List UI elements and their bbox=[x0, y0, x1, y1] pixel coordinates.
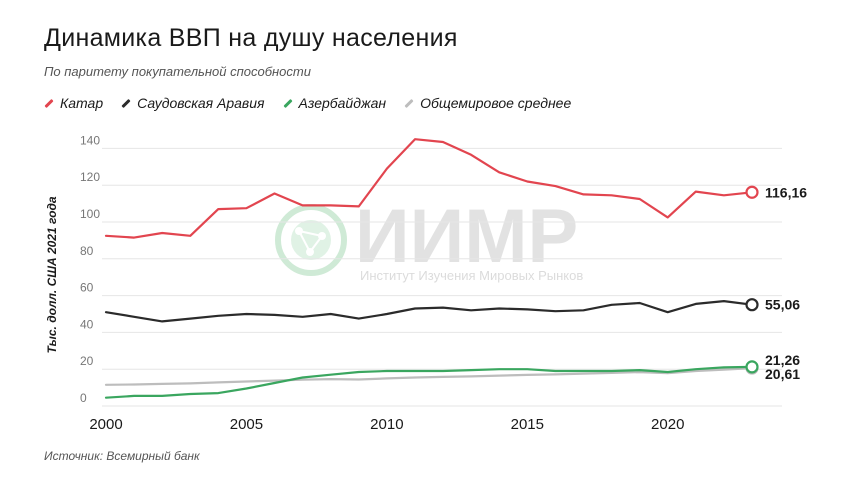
series-end-label-1: 55,06 bbox=[765, 297, 800, 313]
y-tick-label: 100 bbox=[80, 207, 100, 221]
x-tick-label: 2010 bbox=[370, 416, 403, 433]
watermark-subtext: Институт Изучения Мировых Рынков bbox=[360, 268, 583, 283]
legend-label-world: Общемировое среднее bbox=[420, 95, 572, 111]
grid bbox=[102, 147, 782, 407]
chart-legend: Катар Саудовская Аравия Азербайджан Обще… bbox=[44, 95, 571, 111]
series-end-label-3: 20,61 bbox=[765, 366, 800, 382]
legend-label-azerbaijan: Азербайджан bbox=[298, 95, 387, 111]
y-tick-label: 60 bbox=[80, 281, 94, 295]
watermark: ИИМР Институт Изучения Мировых Рынков bbox=[275, 194, 583, 283]
y-tick-label: 120 bbox=[80, 170, 100, 184]
legend-item-azerbaijan: Азербайджан bbox=[282, 95, 387, 111]
legend-item-saudi: Саудовская Аравия bbox=[121, 95, 265, 111]
y-axis-label: Тыс. долл. США 2021 года bbox=[45, 196, 59, 353]
y-tick-label: 0 bbox=[80, 391, 87, 405]
y-axis: 0 20 40 60 80 100 120 140 bbox=[80, 133, 100, 405]
chart-subtitle: По паритету покупательной способности bbox=[44, 64, 311, 79]
chart-source: Источник: Всемирный банк bbox=[44, 449, 200, 463]
x-tick-label: 2005 bbox=[230, 416, 263, 433]
series-line-3 bbox=[104, 367, 754, 386]
x-axis: 2000 2005 2010 2015 2020 bbox=[89, 416, 684, 433]
series-group bbox=[104, 138, 759, 399]
y-tick-label: 140 bbox=[80, 133, 100, 147]
x-tick-label: 2015 bbox=[511, 416, 544, 433]
watermark-text: ИИМР bbox=[355, 194, 578, 279]
series-line-0 bbox=[104, 138, 754, 239]
y-tick-label: 20 bbox=[80, 354, 94, 368]
series-end-marker-1 bbox=[745, 298, 759, 312]
legend-item-qatar: Катар bbox=[44, 95, 103, 111]
series-end-label-2: 21,26 bbox=[765, 352, 800, 368]
series-end-label-0: 116,16 bbox=[765, 184, 807, 200]
globe-network-icon bbox=[275, 204, 347, 276]
series-end-marker-2 bbox=[745, 360, 759, 374]
y-tick-label: 40 bbox=[80, 317, 94, 331]
x-tick-label: 2020 bbox=[651, 416, 684, 433]
legend-item-world: Общемировое среднее bbox=[404, 95, 571, 111]
x-tick-label: 2000 bbox=[89, 416, 122, 433]
legend-label-qatar: Катар bbox=[60, 95, 104, 111]
series-line-1 bbox=[104, 300, 754, 323]
series-line-2 bbox=[104, 365, 754, 399]
series-end-marker-0 bbox=[745, 185, 759, 199]
y-tick-label: 80 bbox=[80, 244, 94, 258]
chart-title: Динамика ВВП на душу населения bbox=[44, 24, 458, 52]
legend-label-saudi: Саудовская Аравия bbox=[137, 95, 265, 111]
